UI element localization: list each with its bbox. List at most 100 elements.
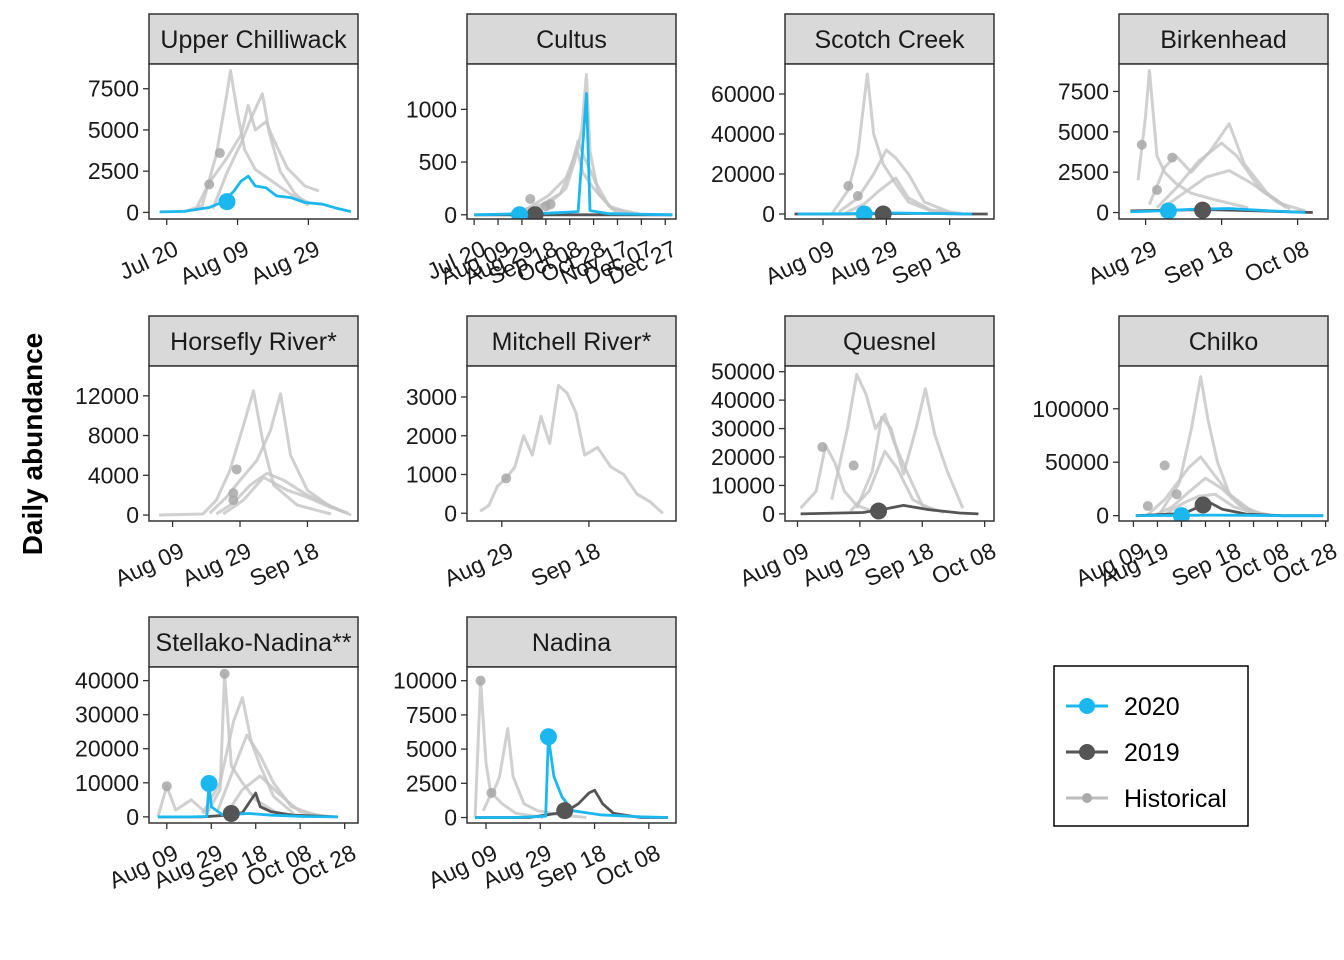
series-marker-historical-2 xyxy=(1136,139,1147,150)
plot-area-horsefly-river xyxy=(149,366,358,521)
panel-border-stellako-nadina xyxy=(148,666,359,824)
panel-border-horsefly-river xyxy=(148,365,359,522)
panel-title-mitchell-river: Mitchell River* xyxy=(492,328,652,356)
panel-border-quesnel xyxy=(784,365,995,522)
y-tick-label-stellako-nadina-3: 30000 xyxy=(75,702,139,728)
plot-area-chilko xyxy=(1119,366,1328,521)
legend-label-2019: 2019 xyxy=(1124,739,1180,767)
y-tick-label-quesnel-2: 20000 xyxy=(711,444,775,470)
x-tick-label-birkenhead-2: Oct 08 xyxy=(1240,235,1312,287)
series-group-birkenhead xyxy=(1130,69,1313,219)
series-line-historical-3 xyxy=(1146,455,1255,516)
series-line-historical-3 xyxy=(481,791,544,819)
y-tick-label-quesnel-1: 10000 xyxy=(711,472,775,498)
y-tick-label-birkenhead-1: 2500 xyxy=(1058,159,1109,185)
strip-upper-chilliwack xyxy=(148,13,359,65)
series-marker-historical-3 xyxy=(486,787,497,798)
y-tick-label-nadina-4: 10000 xyxy=(393,668,457,694)
series-marker-historical-2 xyxy=(204,179,215,190)
series-group-upper-chilliwack xyxy=(159,69,352,214)
series-marker-historical-0 xyxy=(231,464,242,475)
series-line-historical-3 xyxy=(855,387,965,509)
y-tick-label-scotch-creek-1: 20000 xyxy=(711,161,775,187)
x-tick-label-upper-chilliwack-2: Aug 29 xyxy=(247,235,324,289)
series-line-historical-2 xyxy=(1136,69,1249,210)
legend-label-historical: Historical xyxy=(1124,785,1227,813)
panel-border-birkenhead xyxy=(1118,63,1329,220)
series-marker-historical-0 xyxy=(501,473,512,484)
y-tick-label-stellako-nadina-2: 20000 xyxy=(75,736,139,762)
y-tick-label-horsefly-river-2: 8000 xyxy=(88,423,139,449)
y-tick-label-scotch-creek-2: 40000 xyxy=(711,121,775,147)
y-tick-label-mitchell-river-3: 3000 xyxy=(406,384,457,410)
x-tick-label-horsefly-river-2: Sep 18 xyxy=(246,537,323,591)
panel-border-mitchell-river xyxy=(466,365,677,522)
y-tick-label-cultus-2: 1000 xyxy=(406,96,457,122)
x-tick-label-scotch-creek-1: Aug 29 xyxy=(824,235,901,289)
x-tick-label-scotch-creek-2: Sep 18 xyxy=(888,235,965,289)
series-marker-2019-0 xyxy=(1194,496,1212,514)
panel-title-upper-chilliwack: Upper Chilliwack xyxy=(160,26,347,54)
y-tick-label-horsefly-river-1: 4000 xyxy=(88,462,139,488)
series-line-historical-1 xyxy=(183,69,310,214)
series-marker-2019-0 xyxy=(874,205,892,219)
series-line-historical-3 xyxy=(222,475,349,516)
y-tick-label-scotch-creek-0: 0 xyxy=(762,201,775,227)
series-line-2020-1 xyxy=(157,782,339,819)
plot-area-nadina xyxy=(467,667,676,823)
legend: 2020 2019 Historical xyxy=(1053,665,1249,827)
x-tick-label-horsefly-river-0: Aug 09 xyxy=(111,537,188,591)
x-tick-label-mitchell-river-0: Aug 29 xyxy=(440,537,517,591)
x-tick-label-birkenhead-1: Sep 18 xyxy=(1160,235,1237,289)
series-line-historical-0 xyxy=(159,389,332,517)
legend-key-historical-marker xyxy=(1082,793,1092,803)
y-tick-label-upper-chilliwack-3: 7500 xyxy=(88,76,139,102)
series-marker-2019-0 xyxy=(1194,201,1212,219)
y-tick-label-quesnel-5: 50000 xyxy=(711,359,775,385)
series-group-quesnel xyxy=(799,373,979,520)
plot-area-scotch-creek xyxy=(785,64,994,219)
y-tick-label-cultus-1: 500 xyxy=(419,149,457,175)
series-line-2020-0 xyxy=(159,174,352,214)
y-axis-title: Daily abundance xyxy=(17,333,48,556)
series-marker-historical-2 xyxy=(475,675,486,686)
series-line-historical-4 xyxy=(524,147,640,216)
series-line-2020-1 xyxy=(1135,513,1324,518)
series-line-historical-4 xyxy=(1154,476,1264,517)
x-tick-label-quesnel-2: Sep 18 xyxy=(860,537,937,591)
y-tick-label-birkenhead-0: 0 xyxy=(1096,200,1109,226)
series-marker-2019-0 xyxy=(222,804,240,822)
panel-border-nadina xyxy=(466,666,677,824)
series-line-historical-4 xyxy=(849,449,936,513)
series-group-cultus xyxy=(474,73,673,219)
x-tick-label-quesnel-1: Aug 29 xyxy=(798,537,875,591)
y-tick-label-stellako-nadina-1: 10000 xyxy=(75,770,139,796)
plot-area-upper-chilliwack xyxy=(149,64,358,219)
panel-title-stellako-nadina: Stellako-Nadina** xyxy=(156,629,352,657)
series-group-scotch-creek xyxy=(794,72,988,219)
y-tick-label-birkenhead-3: 7500 xyxy=(1058,78,1109,104)
panel-border-cultus xyxy=(466,63,677,220)
series-marker-historical-2 xyxy=(1159,460,1170,471)
legend-key-2019-marker xyxy=(1079,744,1095,760)
y-tick-label-birkenhead-2: 5000 xyxy=(1058,119,1109,145)
y-tick-label-stellako-nadina-4: 40000 xyxy=(75,668,139,694)
strip-chilko xyxy=(1118,315,1329,367)
y-tick-label-stellako-nadina-0: 0 xyxy=(126,804,139,830)
series-marker-2020-1 xyxy=(539,728,557,746)
series-marker-2020-1 xyxy=(200,774,218,792)
series-marker-historical-3 xyxy=(540,201,551,212)
series-line-historical-4 xyxy=(216,733,317,817)
y-tick-label-chilko-2: 100000 xyxy=(1032,396,1109,422)
series-marker-historical-2 xyxy=(848,460,859,471)
y-tick-label-quesnel-3: 30000 xyxy=(711,416,775,442)
strip-nadina xyxy=(466,616,677,668)
legend-key-2020-marker xyxy=(1079,698,1095,714)
